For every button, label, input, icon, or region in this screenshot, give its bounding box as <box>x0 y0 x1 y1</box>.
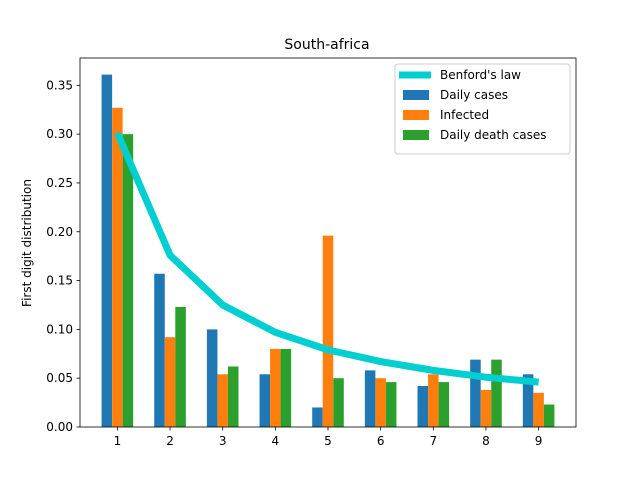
bar-daily-cases-4 <box>259 374 271 427</box>
legend-swatch-daily-death-cases <box>403 130 429 140</box>
benford-line <box>114 131 539 386</box>
y-tick-label: 0.15 <box>46 274 73 288</box>
bar-daily-cases-1 <box>101 74 113 427</box>
y-tick-label: 0.05 <box>46 371 73 385</box>
bar-infected-2 <box>164 337 176 427</box>
bar-daily-cases-3 <box>206 329 218 427</box>
y-tick-label: 0.25 <box>46 176 73 190</box>
bar-infected-7 <box>428 374 439 427</box>
x-tick-label: 9 <box>535 434 543 448</box>
bar-daily-death-cases-5 <box>333 378 344 427</box>
y-tick-label: 0.00 <box>46 420 73 434</box>
bar-daily-cases-9 <box>522 374 534 427</box>
bar-daily-death-cases-3 <box>227 366 239 427</box>
x-tick-label: 3 <box>219 434 227 448</box>
legend-label-infected: Infected <box>440 108 489 122</box>
bar-infected-1 <box>112 107 123 428</box>
legend-swatch-infected <box>403 110 429 120</box>
y-tick-label: 0.35 <box>46 78 73 92</box>
legend: Benford's law Daily cases Infected Daily de… <box>394 63 571 155</box>
x-tick-label: 6 <box>377 434 385 448</box>
x-tick-label: 1 <box>114 434 122 448</box>
bar-daily-death-cases-2 <box>175 306 186 427</box>
benford-line-group <box>114 131 539 386</box>
legend-label-daily-death-cases: Daily death cases <box>440 128 547 142</box>
x-tick-label: 2 <box>166 434 174 448</box>
y-tick-label: 0.20 <box>46 225 73 239</box>
bar-daily-cases-5 <box>312 407 323 427</box>
bar-daily-death-cases-6 <box>385 382 397 427</box>
y-tick-label: 0.10 <box>46 322 73 336</box>
bar-daily-death-cases-1 <box>122 134 134 427</box>
x-tick-label: 8 <box>482 434 490 448</box>
x-tick-label: 5 <box>324 434 332 448</box>
x-tick-label: 4 <box>272 434 280 448</box>
bar-infected-8 <box>480 389 492 427</box>
legend-box <box>394 63 571 155</box>
legend-label-daily-cases: Daily cases <box>440 88 508 102</box>
bar-infected-4 <box>270 348 281 427</box>
x-tick-label: 7 <box>429 434 437 448</box>
bar-daily-cases-7 <box>417 386 429 427</box>
bar-infected-3 <box>217 374 228 427</box>
bar-daily-death-cases-8 <box>491 359 502 427</box>
bar-infected-6 <box>375 378 386 427</box>
axes-group: 0.00 0.05 0.10 0.15 0.20 0.25 0.30 0.35 1 2 3 4 5 6 7 8… <box>46 57 577 448</box>
y-tick-label: 0.30 <box>46 127 73 141</box>
bar-daily-cases-8 <box>470 359 481 427</box>
bar-daily-cases-6 <box>364 370 376 427</box>
legend-label-benford: Benford's law <box>440 68 521 82</box>
bar-infected-9 <box>533 392 544 427</box>
bar-daily-death-cases-4 <box>280 348 292 427</box>
bar-daily-death-cases-9 <box>543 404 555 427</box>
bar-daily-death-cases-7 <box>438 382 450 427</box>
bar-daily-cases-2 <box>154 273 165 427</box>
legend-swatch-daily-cases <box>403 90 429 100</box>
bar-infected-5 <box>322 235 334 427</box>
chart-title: South-africa <box>284 37 369 53</box>
y-axis-label: First digit distribution <box>20 179 34 307</box>
bar-series-group <box>101 74 555 428</box>
